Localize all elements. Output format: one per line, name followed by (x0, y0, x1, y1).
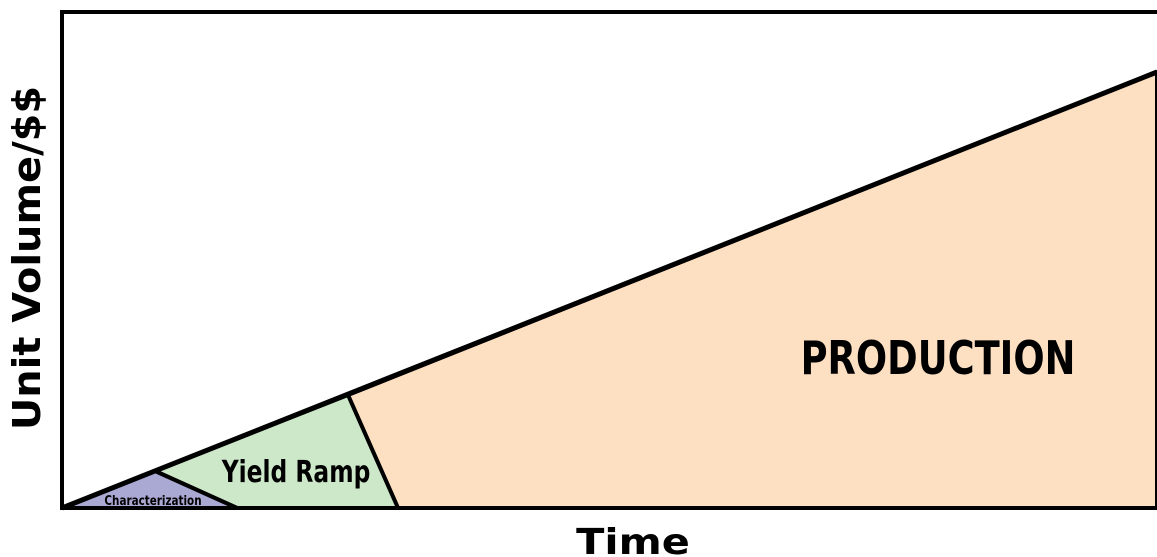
yield-ramp-label: Yield Ramp (221, 455, 371, 490)
x-axis-label: Time (576, 522, 690, 557)
characterization-label: Characterization (104, 493, 201, 508)
production-region (346, 70, 1157, 510)
y-axis-label: Unit Volume/$$ (6, 86, 50, 430)
growth-line (61, 69, 1157, 511)
frame (60, 10, 1157, 510)
production-label: PRODUCTION (801, 331, 1076, 385)
